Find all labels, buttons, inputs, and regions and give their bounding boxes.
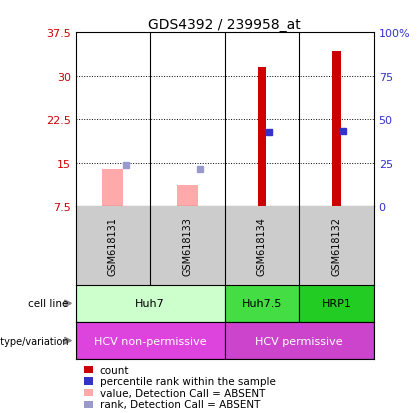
Bar bbox=[225, 322, 374, 359]
Bar bbox=[257, 68, 266, 206]
Text: HCV non-permissive: HCV non-permissive bbox=[94, 336, 207, 346]
Text: genotype/variation: genotype/variation bbox=[0, 336, 71, 346]
Bar bbox=[177, 185, 198, 206]
Title: GDS4392 / 239958_at: GDS4392 / 239958_at bbox=[148, 18, 301, 32]
Text: value, Detection Call = ABSENT: value, Detection Call = ABSENT bbox=[100, 388, 265, 398]
Text: GSM618132: GSM618132 bbox=[331, 216, 341, 275]
Bar bbox=[102, 170, 123, 206]
Bar bbox=[225, 285, 299, 322]
Text: percentile rank within the sample: percentile rank within the sample bbox=[100, 376, 276, 386]
Text: HRP1: HRP1 bbox=[322, 299, 352, 309]
Text: GSM618133: GSM618133 bbox=[182, 216, 192, 275]
Text: rank, Detection Call = ABSENT: rank, Detection Call = ABSENT bbox=[100, 399, 260, 409]
Text: cell line: cell line bbox=[28, 299, 71, 309]
Bar bbox=[332, 52, 341, 206]
Bar bbox=[76, 322, 225, 359]
Text: GSM618131: GSM618131 bbox=[108, 216, 118, 275]
Text: Huh7.5: Huh7.5 bbox=[242, 299, 282, 309]
Text: Huh7: Huh7 bbox=[135, 299, 165, 309]
Bar bbox=[299, 285, 374, 322]
Bar bbox=[76, 285, 225, 322]
Text: count: count bbox=[100, 365, 129, 375]
Text: GSM618134: GSM618134 bbox=[257, 216, 267, 275]
Text: HCV permissive: HCV permissive bbox=[255, 336, 343, 346]
